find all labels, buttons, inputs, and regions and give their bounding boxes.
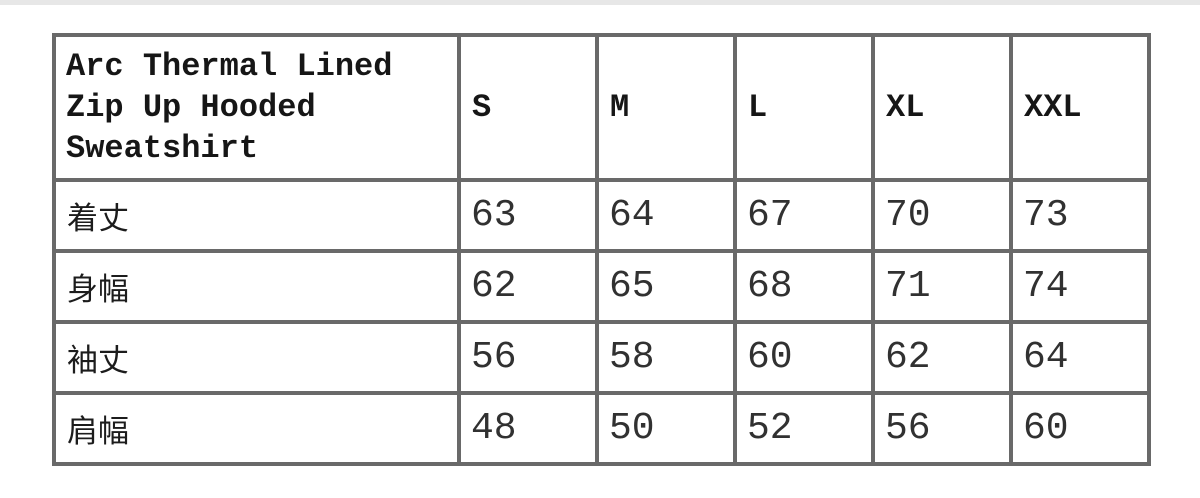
size-column-header-xxl: XXL [1009, 33, 1151, 182]
measurement-value: 56 [871, 391, 1013, 466]
table-row-sleeve-length: 袖丈 56 58 60 62 64 [52, 320, 1151, 395]
measurement-value: 73 [1009, 178, 1151, 253]
measurement-value: 60 [733, 320, 875, 395]
row-label-body-width: 身幅 [52, 249, 461, 324]
size-chart-header-row: Arc Thermal Lined Zip Up Hooded Sweatshi… [52, 33, 1151, 182]
measurement-value: 62 [457, 249, 599, 324]
row-label-shoulder-width: 肩幅 [52, 391, 461, 466]
measurement-value: 60 [1009, 391, 1151, 466]
size-column-header-xl: XL [871, 33, 1013, 182]
size-column-header-l: L [733, 33, 875, 182]
measurement-value: 50 [595, 391, 737, 466]
size-column-header-m: M [595, 33, 737, 182]
measurement-value: 70 [871, 178, 1013, 253]
measurement-value: 58 [595, 320, 737, 395]
measurement-value: 64 [1009, 320, 1151, 395]
measurement-value: 64 [595, 178, 737, 253]
measurement-value: 48 [457, 391, 599, 466]
measurement-value: 52 [733, 391, 875, 466]
measurement-value: 65 [595, 249, 737, 324]
size-column-header-s: S [457, 33, 599, 182]
table-row-body-width: 身幅 62 65 68 71 74 [52, 249, 1151, 324]
measurement-value: 74 [1009, 249, 1151, 324]
measurement-value: 62 [871, 320, 1013, 395]
photo-edge-strip [0, 0, 1200, 5]
row-label-sleeve-length: 袖丈 [52, 320, 461, 395]
row-label-body-length: 着丈 [52, 178, 461, 253]
size-chart-table: Arc Thermal Lined Zip Up Hooded Sweatshi… [52, 33, 1151, 466]
measurement-value: 67 [733, 178, 875, 253]
measurement-value: 63 [457, 178, 599, 253]
measurement-value: 68 [733, 249, 875, 324]
table-row-shoulder-width: 肩幅 48 50 52 56 60 [52, 391, 1151, 466]
table-row-body-length: 着丈 63 64 67 70 73 [52, 178, 1151, 253]
measurement-value: 71 [871, 249, 1013, 324]
measurement-value: 56 [457, 320, 599, 395]
product-name-cell: Arc Thermal Lined Zip Up Hooded Sweatshi… [52, 33, 461, 182]
